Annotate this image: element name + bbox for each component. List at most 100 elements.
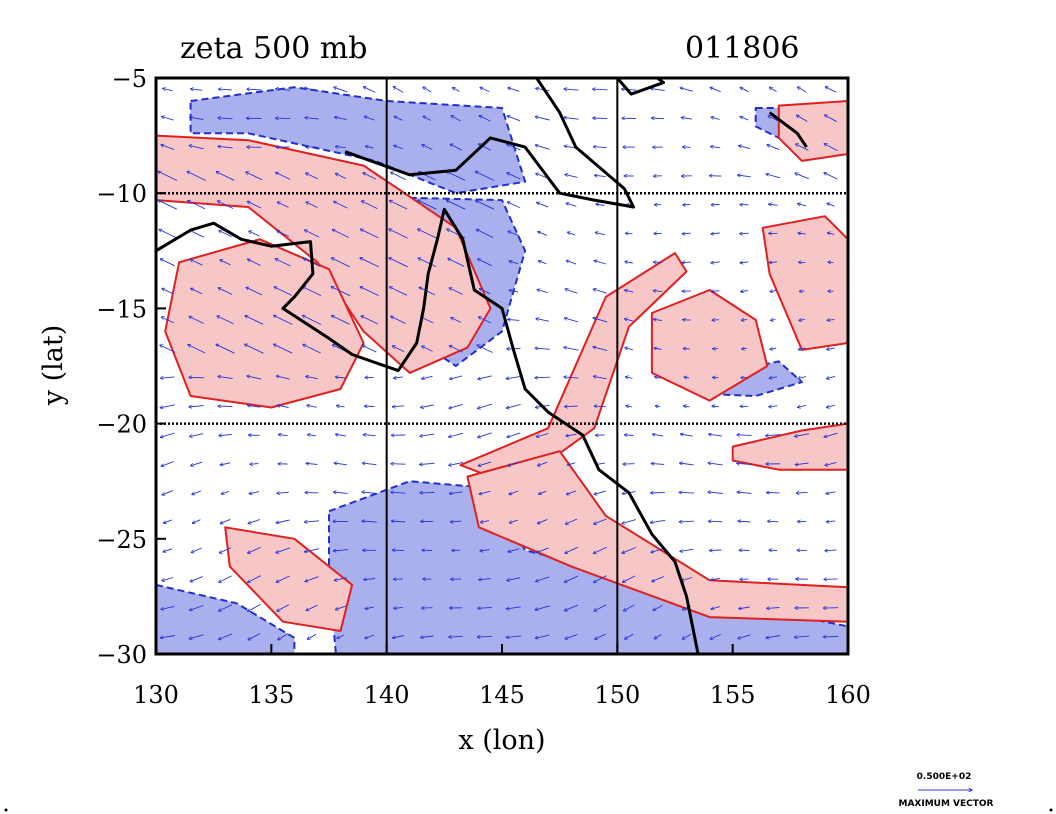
wind-vector (593, 147, 607, 148)
wind-vector (654, 348, 662, 350)
x-tick-label: 160 (825, 681, 871, 709)
wind-vector (276, 519, 290, 523)
wind-vector (682, 633, 692, 639)
wind-vector (826, 375, 836, 378)
wind-vector (450, 144, 462, 151)
wind-vector (451, 318, 462, 323)
wind-vector (334, 463, 347, 466)
wind-vector (593, 347, 608, 352)
wind-vector (307, 633, 317, 639)
wind-vector (564, 89, 579, 90)
wind-vector (160, 259, 175, 267)
wind-vector (245, 316, 264, 325)
wind-vector (217, 316, 234, 325)
wind-vector (480, 550, 490, 551)
wind-vector (188, 201, 206, 210)
wind-vector (477, 636, 493, 637)
wind-vector (742, 348, 747, 349)
x-tick-label: 155 (710, 681, 756, 709)
wind-vector (535, 348, 550, 349)
wind-vector (509, 290, 519, 292)
wind-vector (277, 405, 289, 408)
wind-vector (767, 145, 780, 151)
wind-vector (797, 87, 807, 93)
positive-region-coral-patch (650, 289, 769, 402)
wind-vector (509, 519, 518, 523)
wind-vector (450, 521, 462, 522)
wind-vector (161, 377, 175, 378)
wind-vector (477, 345, 493, 353)
wind-vector (449, 403, 463, 408)
wind-vector (799, 291, 805, 292)
wind-vector (304, 521, 320, 522)
wind-vector (360, 258, 379, 268)
wind-vector (478, 461, 492, 466)
wind-vector (566, 203, 577, 207)
x-tick-label: 150 (594, 681, 640, 709)
wind-vector (478, 317, 492, 324)
wind-vector (247, 89, 262, 90)
wind-vector (245, 344, 264, 354)
wind-vector (187, 171, 206, 181)
wind-vector (826, 521, 836, 522)
wind-vector (334, 87, 348, 93)
wind-vector (363, 173, 377, 180)
wind-vector (360, 287, 379, 297)
wind-vector (478, 403, 493, 408)
wind-vector (739, 607, 750, 609)
plot-area (156, 78, 848, 654)
wind-vector (475, 171, 495, 181)
positive-region-west-band (156, 134, 492, 374)
wind-vector (679, 492, 695, 493)
wind-vector (506, 606, 521, 609)
wind-vector (564, 117, 579, 120)
wind-vector (275, 89, 291, 91)
wind-vector (188, 345, 206, 354)
wind-vector (307, 405, 317, 408)
wind-vector (737, 492, 752, 493)
wind-vector (769, 262, 777, 263)
wind-vector (335, 173, 346, 179)
wind-vector (219, 435, 232, 436)
wind-vector (565, 518, 578, 524)
wind-vector (539, 490, 547, 494)
wind-vector (334, 201, 348, 209)
wind-vector (653, 291, 663, 292)
wind-vector (738, 175, 751, 178)
wind-vector (536, 547, 549, 553)
wind-vector (162, 490, 174, 495)
wind-vector (507, 432, 521, 437)
wind-vector (247, 201, 262, 209)
wind-vector (421, 636, 434, 638)
wind-vector (710, 87, 721, 93)
wind-vector (333, 492, 348, 493)
wind-vector (567, 462, 576, 465)
wind-vector (768, 521, 779, 522)
wind-vector (655, 406, 661, 407)
wind-vector (246, 287, 263, 296)
wind-vector (422, 346, 433, 352)
wind-vector (507, 173, 521, 180)
y-axis: −5 −10 −15 −20 −25 −30 (96, 65, 166, 669)
wind-vector (449, 432, 464, 437)
wind-vector (770, 348, 777, 349)
wind-vector (796, 115, 808, 122)
wind-vector (536, 576, 550, 582)
wind-vector (565, 546, 578, 553)
wind-vector (824, 579, 838, 580)
positive-vorticity-layer (156, 100, 848, 632)
wind-vector (249, 231, 260, 237)
wind-vector (333, 550, 348, 551)
wind-vector (216, 344, 235, 354)
wind-vector (738, 634, 751, 639)
wind-vector (190, 259, 203, 266)
wind-vector (508, 319, 520, 320)
wind-vector (537, 518, 548, 523)
wind-vector (796, 144, 809, 151)
wind-vector (506, 375, 521, 378)
wind-vector (798, 204, 807, 207)
wind-vector (192, 519, 201, 524)
wind-vector (679, 521, 694, 522)
wind-vector (479, 116, 491, 122)
wind-vector (509, 490, 519, 494)
